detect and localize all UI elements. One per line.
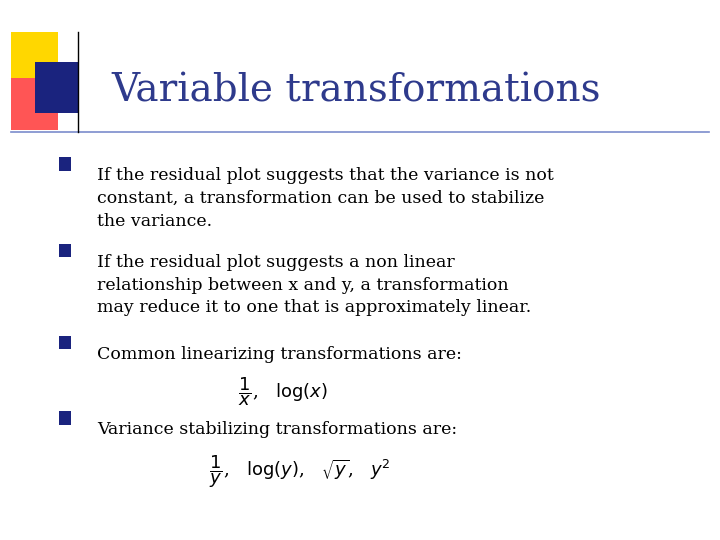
Text: If the residual plot suggests a non linear
relationship between x and y, a trans: If the residual plot suggests a non line…	[97, 254, 531, 316]
Text: If the residual plot suggests that the variance is not
constant, a transformatio: If the residual plot suggests that the v…	[97, 167, 554, 230]
Text: Variance stabilizing transformations are:: Variance stabilizing transformations are…	[97, 421, 457, 438]
Text: $\dfrac{1}{y}$,   $\log(y)$,   $\sqrt{y}$,   $y^2$: $\dfrac{1}{y}$, $\log(y)$, $\sqrt{y}$, $…	[209, 454, 390, 490]
Text: Variable transformations: Variable transformations	[112, 73, 601, 110]
Text: $\dfrac{1}{x}$,   $\log(x)$: $\dfrac{1}{x}$, $\log(x)$	[238, 375, 327, 408]
Text: Common linearizing transformations are:: Common linearizing transformations are:	[97, 346, 462, 362]
